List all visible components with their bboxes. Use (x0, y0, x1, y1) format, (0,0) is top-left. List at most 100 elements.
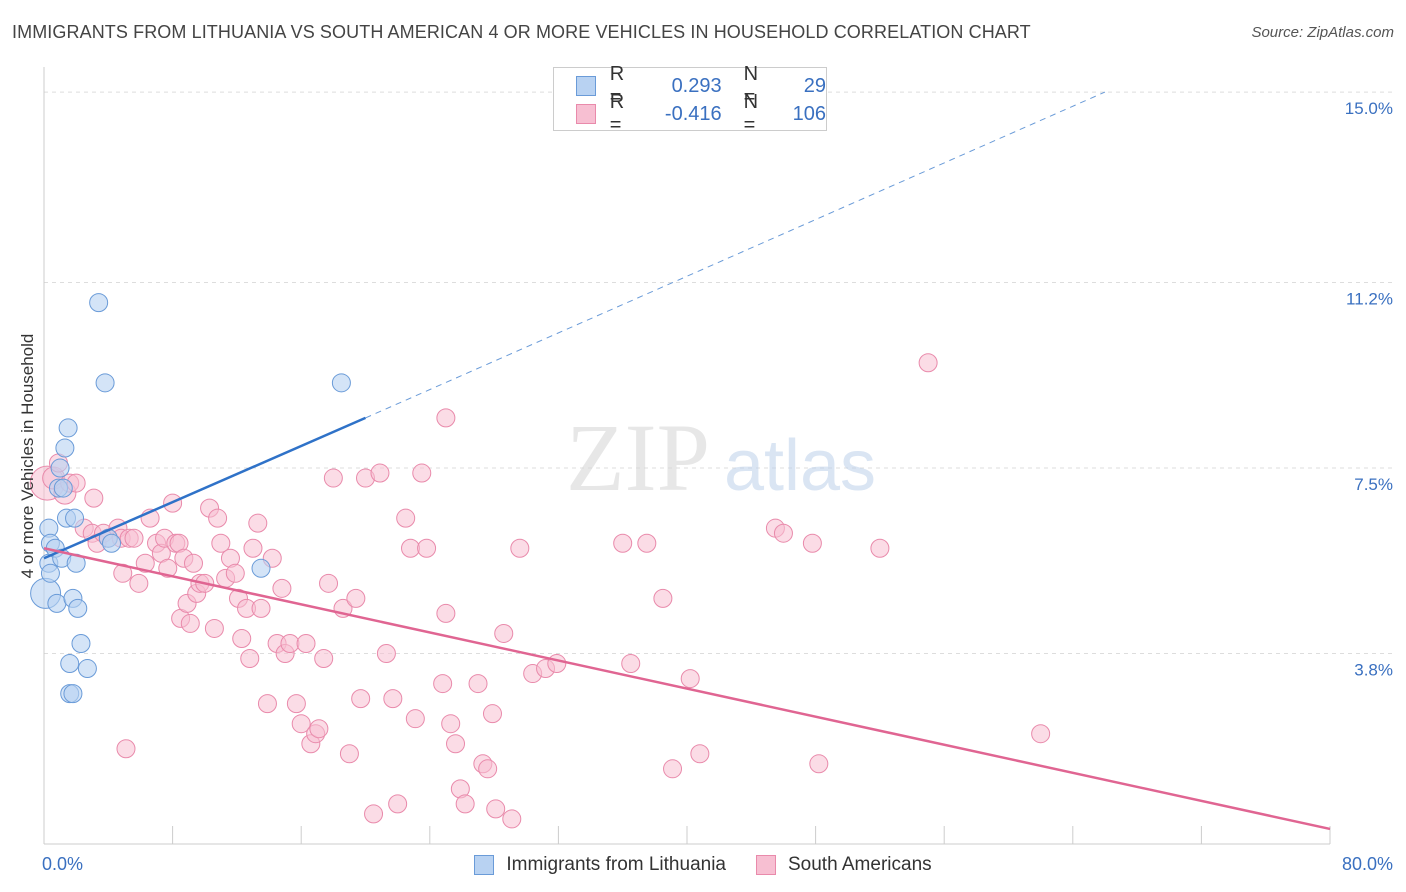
point-south-americans (124, 528, 144, 548)
point-south-americans (613, 533, 633, 553)
point-lithuania (58, 418, 78, 438)
y-tick-label: 15.0% (1345, 99, 1393, 118)
point-south-americans (482, 704, 502, 724)
point-south-americans (653, 588, 673, 608)
point-south-americans (621, 654, 641, 674)
legend-label-lithuania: Immigrants from Lithuania (506, 854, 726, 875)
point-lithuania (50, 458, 70, 478)
point-south-americans (240, 649, 260, 669)
correlation-legend: R = 0.293 N = 29 R = -0.416 N = 106 (553, 63, 827, 136)
point-south-americans (405, 709, 425, 729)
point-south-americans (918, 353, 938, 373)
point-lithuania (102, 533, 122, 553)
point-south-americans (296, 633, 316, 653)
trend-line-south-americans (43, 547, 1331, 831)
x-tick-label-max: 80.0% (1342, 854, 1393, 874)
y-tick-label: 3.8% (1354, 661, 1393, 680)
y-axis-label: 4 or more Vehicles in Household (18, 333, 37, 579)
legend-row-lithuania: R = 0.293 N = 29 (576, 63, 826, 108)
south-americans-points (29, 353, 1051, 829)
point-south-americans (129, 573, 149, 593)
point-south-americans (663, 759, 683, 779)
legend-n-value: 106 (792, 102, 826, 125)
point-lithuania (47, 593, 67, 613)
tick-labels: 3.8% 7.5% 11.2% 15.0% 0.0% 80.0% (42, 99, 1393, 874)
point-lithuania (331, 373, 351, 393)
point-south-americans (547, 654, 567, 674)
point-south-americans (417, 538, 437, 558)
point-lithuania (95, 373, 115, 393)
chart-title: IMMIGRANTS FROM LITHUANIA VS SOUTH AMERI… (12, 22, 1031, 42)
point-south-americans (809, 754, 829, 774)
legend-row-south-americans: R = -0.416 N = 106 (576, 91, 826, 136)
lithuania-points (30, 293, 351, 704)
legend-item-south-americans: South Americans (756, 854, 932, 876)
point-south-americans (802, 533, 822, 553)
point-lithuania (63, 684, 83, 704)
y-tick-label: 7.5% (1354, 475, 1393, 494)
point-south-americans (116, 739, 136, 759)
point-south-americans (280, 633, 300, 653)
axes (43, 67, 1331, 845)
point-south-americans (510, 538, 530, 558)
point-south-americans (441, 714, 461, 734)
point-south-americans (251, 598, 271, 618)
legend-r-label: R = (609, 91, 625, 136)
legend-swatch-pink (576, 104, 596, 124)
legend-n-value: 29 (803, 74, 826, 97)
x-tick-label-min: 0.0% (42, 854, 83, 874)
point-south-americans (291, 714, 311, 734)
point-south-americans (502, 809, 522, 829)
trend-line-lithuania-extension (365, 91, 1106, 419)
watermark-atlas: atlas (724, 426, 876, 506)
point-south-americans (319, 573, 339, 593)
point-south-americans (370, 463, 390, 483)
point-lithuania (55, 438, 75, 458)
point-south-americans (346, 588, 366, 608)
point-lithuania (60, 654, 80, 674)
watermark-zip: ZIP (566, 404, 710, 511)
point-south-americans (376, 644, 396, 664)
trend-lines (43, 91, 1331, 831)
point-south-americans (383, 689, 403, 709)
point-lithuania (68, 598, 88, 618)
point-south-americans (309, 719, 329, 739)
trend-line-lithuania (43, 416, 367, 560)
point-south-americans (455, 794, 475, 814)
point-south-americans (351, 689, 371, 709)
point-south-americans (478, 759, 498, 779)
legend-r-value: -0.416 (664, 102, 722, 125)
point-south-americans (396, 508, 416, 528)
watermark: ZIP atlas (566, 404, 876, 511)
legend-n-label: N = (743, 63, 759, 108)
point-south-americans (323, 468, 343, 488)
point-lithuania (65, 508, 85, 528)
point-lithuania (251, 558, 271, 578)
point-south-americans (680, 669, 700, 689)
point-south-americans (243, 538, 263, 558)
point-south-americans (183, 553, 203, 573)
gridlines (44, 91, 1395, 655)
point-south-americans (84, 488, 104, 508)
point-south-americans (158, 558, 178, 578)
series-legend: Immigrants from Lithuania South American… (0, 852, 1406, 878)
point-lithuania (77, 659, 97, 679)
point-south-americans (1031, 724, 1051, 744)
point-south-americans (204, 618, 224, 638)
point-south-americans (433, 674, 453, 694)
point-south-americans (486, 799, 506, 819)
legend-r-label: R = (609, 63, 625, 108)
point-south-americans (248, 513, 268, 533)
point-south-americans (314, 649, 334, 669)
point-lithuania (40, 563, 60, 583)
point-south-americans (225, 563, 245, 583)
legend-label-south-americans: South Americans (788, 854, 932, 875)
y-tick-label: 11.2% (1346, 290, 1393, 309)
point-south-americans (690, 744, 710, 764)
point-south-americans (286, 694, 306, 714)
point-south-americans (401, 538, 421, 558)
point-lithuania (89, 293, 109, 313)
point-lithuania (71, 633, 91, 653)
point-south-americans (436, 603, 456, 623)
